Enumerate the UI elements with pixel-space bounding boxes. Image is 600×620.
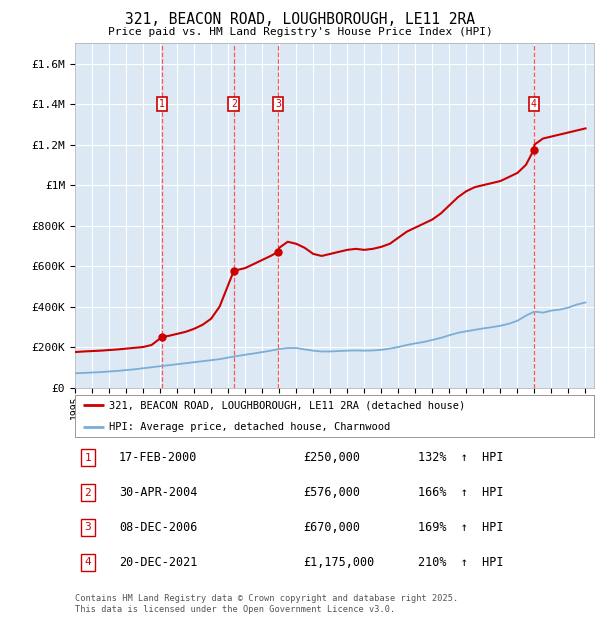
- Text: £1,175,000: £1,175,000: [304, 556, 374, 569]
- Text: £250,000: £250,000: [304, 451, 361, 464]
- Text: HPI: Average price, detached house, Charnwood: HPI: Average price, detached house, Char…: [109, 422, 390, 432]
- Text: 30-APR-2004: 30-APR-2004: [119, 486, 197, 499]
- Text: 166%  ↑  HPI: 166% ↑ HPI: [418, 486, 503, 499]
- Text: 3: 3: [275, 99, 281, 109]
- Text: 17-FEB-2000: 17-FEB-2000: [119, 451, 197, 464]
- Text: 1: 1: [159, 99, 165, 109]
- Text: 2: 2: [231, 99, 237, 109]
- Text: 3: 3: [85, 523, 91, 533]
- Text: £670,000: £670,000: [304, 521, 361, 534]
- Text: 2: 2: [85, 487, 91, 497]
- Text: 210%  ↑  HPI: 210% ↑ HPI: [418, 556, 503, 569]
- Text: 1: 1: [85, 453, 91, 463]
- Text: £576,000: £576,000: [304, 486, 361, 499]
- Text: 169%  ↑  HPI: 169% ↑ HPI: [418, 521, 503, 534]
- Text: 321, BEACON ROAD, LOUGHBOROUGH, LE11 2RA (detached house): 321, BEACON ROAD, LOUGHBOROUGH, LE11 2RA…: [109, 401, 465, 410]
- Text: Contains HM Land Registry data © Crown copyright and database right 2025.
This d: Contains HM Land Registry data © Crown c…: [75, 595, 458, 614]
- Text: 08-DEC-2006: 08-DEC-2006: [119, 521, 197, 534]
- Text: Price paid vs. HM Land Registry's House Price Index (HPI): Price paid vs. HM Land Registry's House …: [107, 27, 493, 37]
- Text: 20-DEC-2021: 20-DEC-2021: [119, 556, 197, 569]
- Text: 4: 4: [85, 557, 91, 567]
- Text: 4: 4: [531, 99, 537, 109]
- Text: 321, BEACON ROAD, LOUGHBOROUGH, LE11 2RA: 321, BEACON ROAD, LOUGHBOROUGH, LE11 2RA: [125, 12, 475, 27]
- Text: 132%  ↑  HPI: 132% ↑ HPI: [418, 451, 503, 464]
